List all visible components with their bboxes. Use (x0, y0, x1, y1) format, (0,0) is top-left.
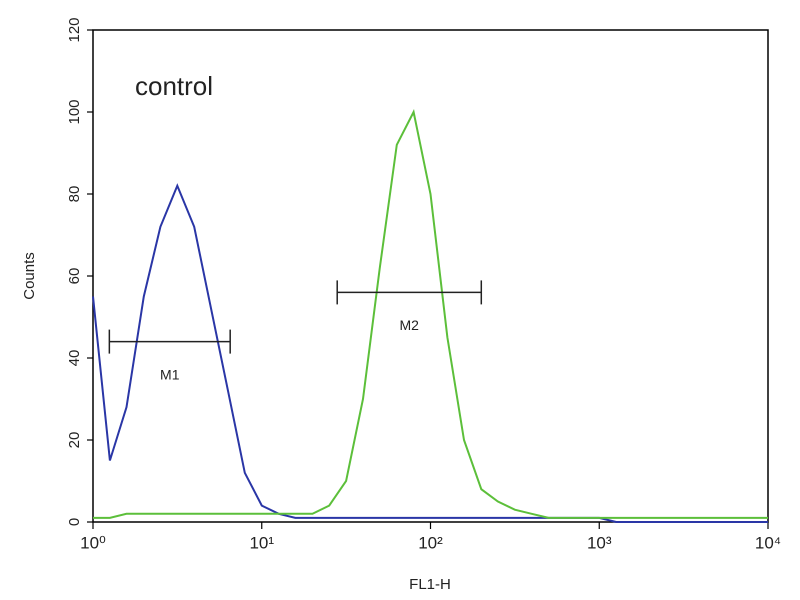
x-tick-label: 10⁴ (755, 533, 781, 552)
y-tick-label: 20 (66, 432, 83, 449)
x-tick-label: 10³ (587, 533, 612, 552)
y-tick-label: 60 (66, 268, 83, 285)
y-tick-label: 40 (66, 350, 83, 367)
y-tick-label: 80 (66, 186, 83, 203)
plot-frame (92, 29, 769, 523)
y-tick-label: 0 (66, 518, 83, 526)
marker-label: M2 (400, 317, 420, 333)
histogram-line (93, 109, 768, 519)
y-axis-label: Counts (21, 252, 38, 300)
x-tick-label: 10¹ (249, 533, 274, 552)
marker-label: M1 (160, 366, 180, 382)
y-tick-label: 100 (66, 99, 83, 124)
histogram-line (92, 183, 768, 523)
annotation: control (135, 71, 213, 101)
y-tick-label: 120 (66, 17, 83, 42)
x-tick-label: 10⁰ (80, 533, 106, 552)
x-tick-label: 10² (418, 533, 443, 552)
x-axis-label: FL1-H (409, 576, 451, 593)
